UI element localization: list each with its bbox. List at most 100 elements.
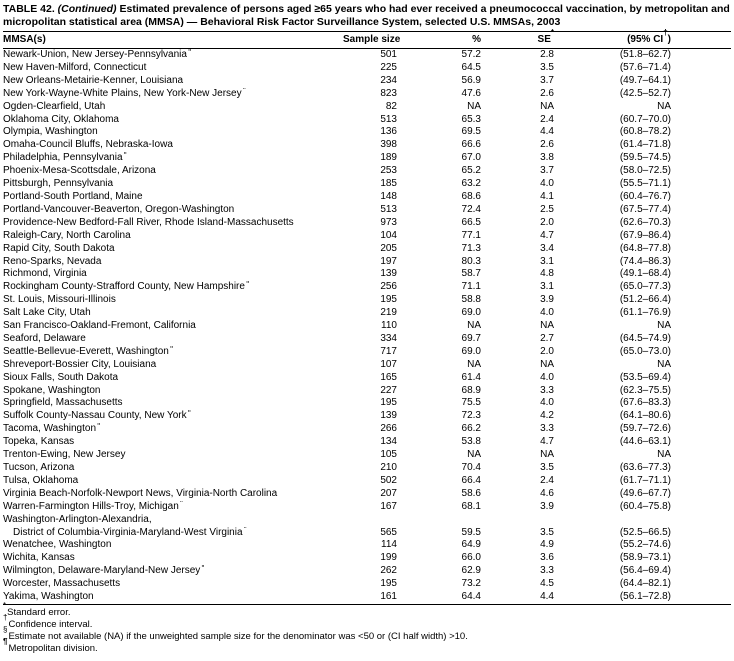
mmsa-name: Tucson, Arizona [3,462,75,473]
sample-value: 167 [380,500,397,512]
sample-value: 134 [380,436,397,448]
mmsa-name: Topeka, Kansas [3,436,75,448]
sample-value: 104 [380,229,397,241]
se-value: 3.8 [540,152,554,164]
se-value [483,514,558,527]
pct-value: 53.8 [461,436,481,448]
pct-value: 68.1 [461,500,481,512]
ci-value: (64.1–80.6) [619,410,671,422]
se-value: 3.9 [540,294,554,306]
sample-value: 513 [380,113,397,125]
footnote: §Estimate not available (NA) if the unwe… [3,624,468,642]
se-value: 4.7 [540,229,554,241]
se-value: 3.5 [540,462,554,473]
mmsa-name: Seaford, Delaware [3,332,86,344]
se-value: 2.4 [540,113,554,125]
column-header: Sample size [343,31,403,49]
pct-value: 58.8 [461,294,481,306]
se-value: 4.0 [540,371,554,383]
pct-value: 66.4 [461,474,481,486]
sample-value: 219 [380,307,397,319]
ci-value: (49.1–68.4) [619,268,671,280]
mmsa-name: New Haven-Milford, Connecticut [3,61,147,73]
mmsa-name: Ogden-Clearfield, Utah [3,100,106,112]
mmsa-name: District of Columbia-Virginia-Maryland-W… [13,526,247,538]
pct-value: 77.1 [461,229,481,241]
sample-value: 513 [380,203,397,215]
sample-value [343,514,403,527]
column-header: SE* [483,28,558,49]
column-header: MMSA(s) [3,31,343,49]
se-value: 4.5 [540,578,554,590]
footnote: ¶Metropolitan division. [3,636,98,654]
se-value: 3.5 [540,61,554,73]
ci-value: (67.6–83.3) [619,397,671,409]
se-value: NA [540,100,554,112]
sample-value: 195 [380,294,397,306]
ci-value: (51.2–66.4) [619,294,671,306]
sample-value: 210 [380,462,397,473]
mmsa-name: Salt Lake City, Utah [3,307,91,319]
table-row: Oklahoma City, Oklahoma 513 65.3 2.4 (60.7–7… [3,114,731,127]
se-value: 4.4 [540,126,554,138]
ci-value: NA [657,100,671,112]
table-row: Tulsa, Oklahoma 502 66.4 2.4 (61.7–71.1) [3,475,731,488]
table-row: Ogden-Clearfield, Utah 82 NA NA NA [3,101,731,114]
se-value: NA [540,320,554,332]
pct-value: 56.9 [461,74,481,86]
mmsa-name: Yakima, Washington [3,591,94,603]
table-row: Tucson, Arizona 210 70.4 3.5 (63.6–77.3) [3,462,731,475]
table-row: Salt Lake City, Utah 219 69.0 4.0 (61.1–76.9… [3,307,731,320]
se-value: 2.6 [540,87,554,99]
pct-value: 80.3 [461,255,481,267]
pct-value: 68.9 [461,384,481,396]
mmsa-name: Shreveport-Bossier City, Louisiana [3,358,157,370]
mmsa-name: Tulsa, Oklahoma [3,474,79,486]
pct-value: 68.6 [461,190,481,202]
mmsa-name: Sioux Falls, South Dakota [3,371,119,383]
sample-value: 165 [380,371,397,383]
mmsa-name: Reno-Sparks, Nevada [3,255,102,267]
ci-value: (49.7–64.1) [619,74,671,86]
pct-value: 69.7 [461,332,481,344]
table-row: Pittsburgh, Pennsylvania 185 63.2 4.0 (55.5–… [3,178,731,191]
table-row: Suffolk County-Nassau County, New York¶ 1… [3,410,731,423]
column-header: (95% CI†) [558,28,731,49]
sample-value: 256 [380,281,397,293]
ci-value: (51.8–62.7) [619,49,671,60]
table-row: Reno-Sparks, Nevada 197 80.3 3.1 (74.4–86.3) [3,256,731,269]
table-row: Portland-Vancouver-Beaverton, Oregon-Was… [3,204,731,217]
mmsa-name: Wenatchee, Washington [3,539,112,551]
mmsa-name: Warren-Farmington Hills-Troy, Michigan¶ [3,500,183,512]
ci-value: (60.4–76.7) [619,190,671,202]
se-value: 2.8 [540,49,554,60]
table-row: Portland-South Portland, Maine 148 68.6 4.1… [3,191,731,204]
ci-value: (61.4–71.8) [619,139,671,151]
mmsa-name: Tacoma, Washington¶ [3,423,100,435]
sample-value: 189 [380,152,397,164]
se-value: 3.6 [540,552,554,564]
ci-value: (65.0–73.0) [619,345,671,357]
mmsa-name: Washington-Arlington-Alexandria, [3,513,152,525]
ci-value: (60.7–70.0) [619,113,671,125]
pct-value: NA [467,358,481,370]
sample-value: 148 [380,190,397,202]
mmsa-name: New Orleans-Metairie-Kenner, Louisiana [3,74,184,86]
pct-value: 66.5 [461,216,481,228]
table-row: Omaha-Council Bluffs, Nebraska-Iowa 398 66… [3,139,731,152]
mmsa-name: Virginia Beach-Norfolk-Newport News, Vir… [3,487,278,499]
pct-value: 65.3 [461,113,481,125]
pct-value: 66.2 [461,423,481,435]
ci-value: (55.2–74.6) [619,539,671,551]
pct-value: 61.4 [461,371,481,383]
table-row: New York-Wayne-White Plains, New York-Ne… [3,88,731,101]
ci-value: (58.0–72.5) [619,165,671,177]
table-row: Providence-New Bedford-Fall River, Rhode… [3,217,731,230]
se-value: NA [540,358,554,370]
footnote: *Standard error. [3,600,71,618]
sample-value: 114 [381,539,397,551]
table-title-prefix: TABLE 42. [3,3,58,15]
table-title-text: Estimated prevalence of persons aged ≥65… [3,3,730,28]
ci-value: (44.6–63.1) [619,436,671,448]
